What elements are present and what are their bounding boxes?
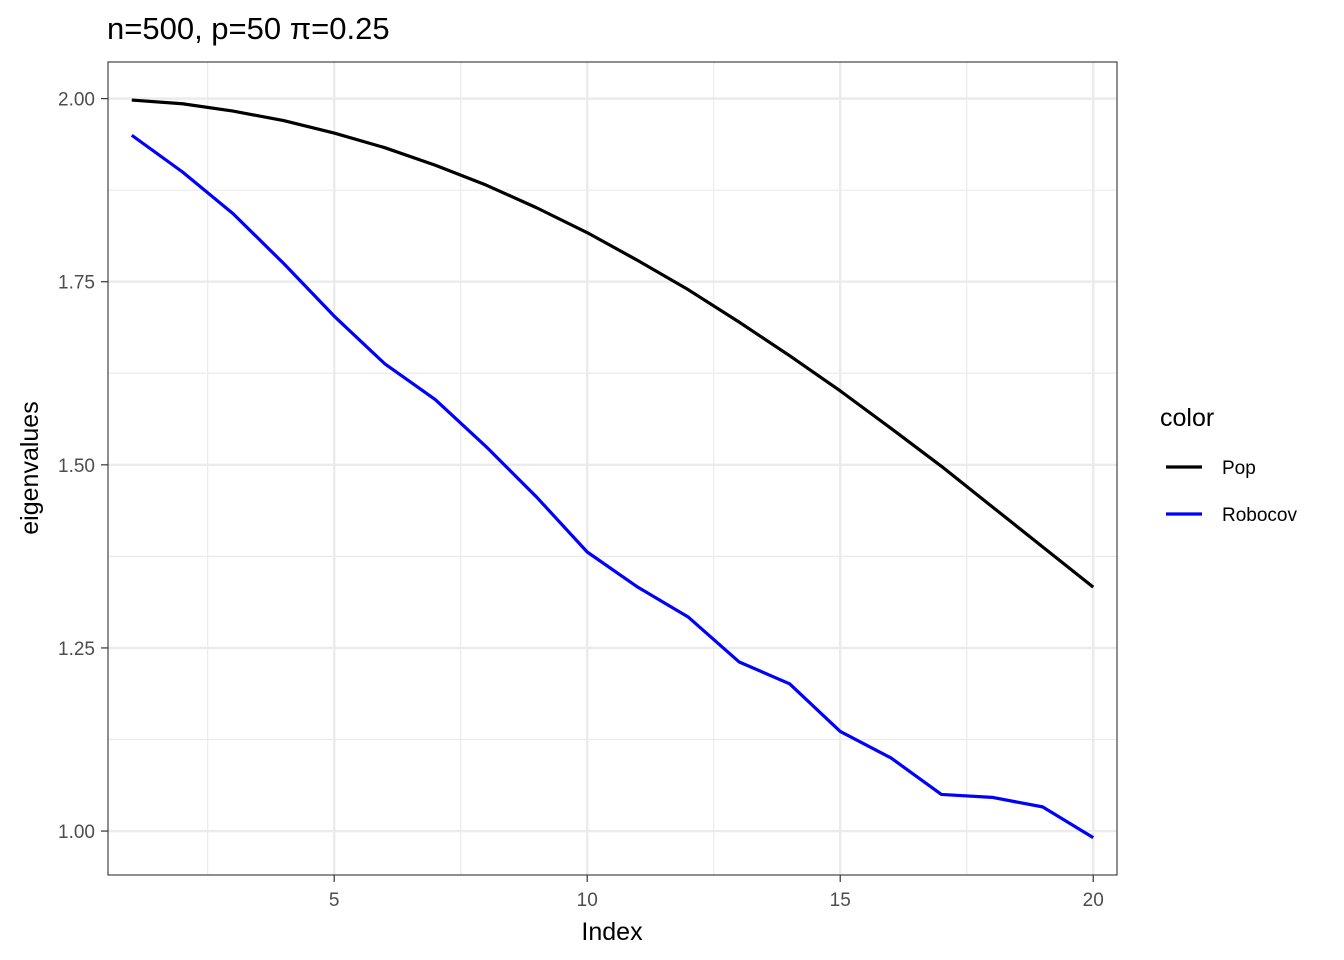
y-tick-label: 1.00: [58, 822, 95, 843]
legend-label-robocov: Robocov: [1222, 505, 1297, 526]
y-tick-label: 1.25: [58, 639, 95, 660]
chart-title: n=500, p=50 π=0.25: [107, 11, 390, 46]
plot-panel-border: [107, 61, 1118, 876]
minor-gridlines: [108, 62, 1117, 875]
legend-items: Pop Robocov: [1166, 458, 1297, 526]
y-tick-label: 1.75: [58, 273, 95, 294]
x-tick-label: 10: [577, 890, 598, 911]
legend: color Pop Robocov: [1160, 404, 1297, 526]
x-tick-label: 15: [830, 890, 851, 911]
series-lines: [130, 98, 1095, 840]
y-tick-label: 1.50: [58, 456, 95, 477]
y-axis-title: eigenvalues: [16, 401, 44, 534]
series-line-pop: [131, 98, 1095, 589]
x-tick-label: 5: [329, 890, 340, 911]
x-axis: 5 10 15 20: [329, 875, 1104, 911]
x-tick-label: 20: [1083, 890, 1104, 911]
major-gridlines: [108, 62, 1117, 875]
legend-title: color: [1160, 404, 1214, 432]
legend-label-pop: Pop: [1222, 458, 1256, 479]
y-tick-label: 2.00: [58, 90, 95, 111]
x-axis-title: Index: [581, 918, 643, 946]
y-axis: 1.00 1.25 1.50 1.75 2.00: [58, 90, 108, 843]
series-line-robocov: [130, 133, 1095, 840]
